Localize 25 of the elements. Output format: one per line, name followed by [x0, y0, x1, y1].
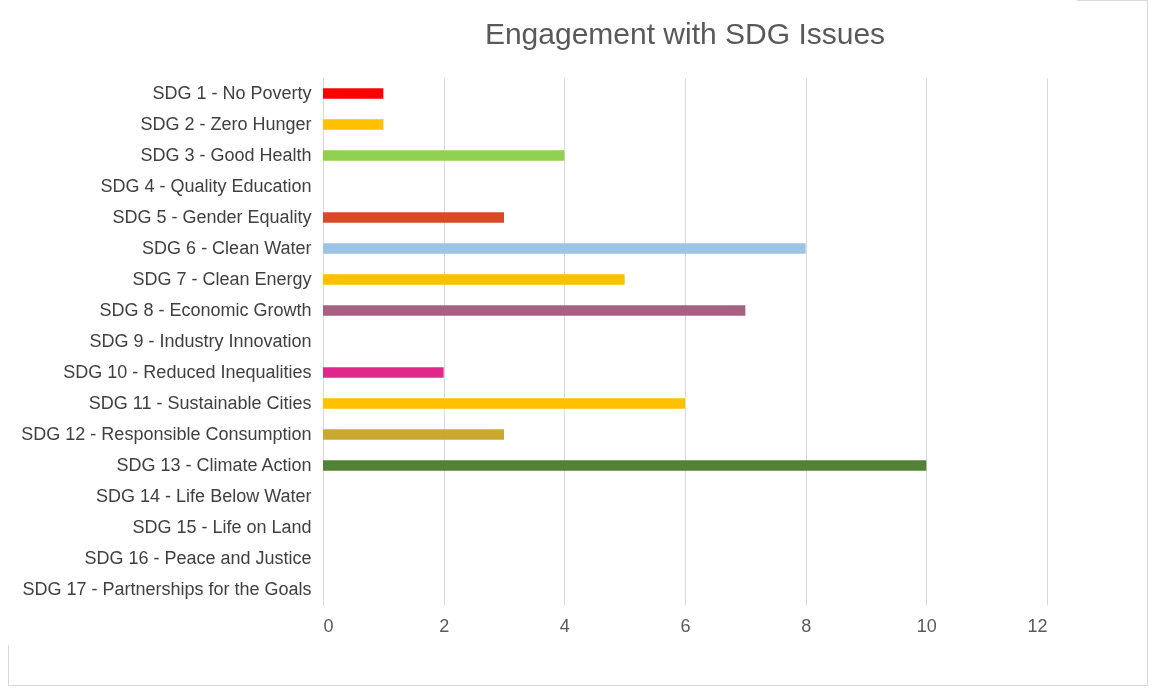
x-tick-label: 8 — [801, 615, 812, 636]
y-tick-label: SDG 6 - Clean Water — [142, 237, 312, 258]
x-tick-label: 6 — [680, 615, 691, 636]
x-tick-label: 0 — [323, 615, 334, 636]
y-tick-label: SDG 4 - Quality Education — [100, 175, 312, 196]
chart-title: Engagement with SDG Issues — [484, 17, 886, 50]
y-tick-label: SDG 16 - Peace and Justice — [84, 547, 312, 568]
y-tick-label: SDG 11 - Sustainable Cities — [88, 392, 312, 413]
y-tick-label: SDG 2 - Zero Hunger — [140, 113, 312, 134]
y-tick-label: SDG 9 - Industry Innovation — [89, 330, 312, 351]
y-tick-label: SDG 1 - No Poverty — [152, 82, 312, 103]
x-tick-label: 2 — [439, 615, 450, 636]
y-tick-label: SDG 10 - Reduced Inequalities — [63, 361, 312, 382]
x-tick-label: 12 — [1027, 615, 1048, 636]
y-tick-label: SDG 17 - Partnerships for the Goals — [22, 578, 312, 599]
x-tick-label: 10 — [916, 615, 937, 636]
y-tick-label: SDG 5 - Gender Equality — [112, 206, 312, 227]
y-tick-label: SDG 7 - Clean Energy — [132, 268, 312, 289]
y-tick-label: SDG 14 - Life Below Water — [96, 485, 312, 506]
y-tick-label: SDG 15 - Life on Land — [132, 516, 312, 537]
y-tick-label: SDG 3 - Good Health — [140, 144, 312, 165]
y-tick-label: SDG 12 - Responsible Consumption — [21, 423, 312, 444]
y-tick-label: SDG 8 - Economic Growth — [99, 299, 312, 320]
y-tick-label: SDG 13 - Climate Action — [116, 454, 312, 475]
x-tick-label: 4 — [559, 615, 570, 636]
